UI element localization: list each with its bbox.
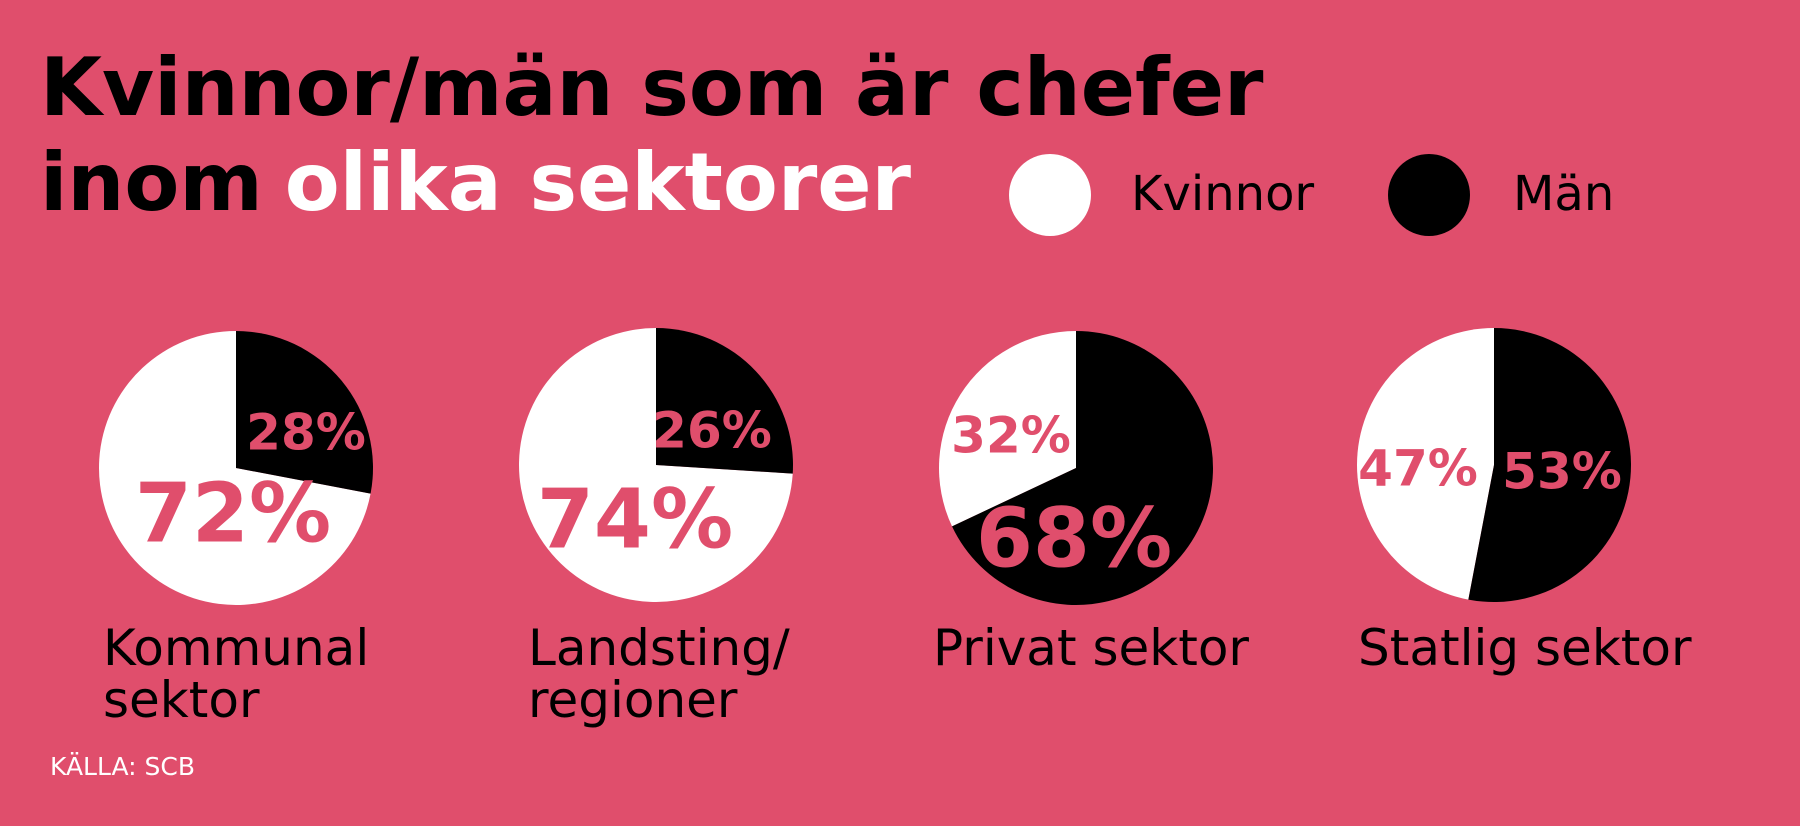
pie-slice [938, 331, 1076, 527]
value-label: 47% [1358, 440, 1478, 498]
pie-slice [1357, 328, 1494, 600]
sector-label: Landsting/ regioner [528, 619, 790, 729]
pie-slice [656, 328, 793, 474]
legend-swatch [1388, 154, 1470, 236]
title-part: inom [40, 136, 263, 229]
value-label: 32% [951, 407, 1071, 465]
source: KÄLLA: SCB [50, 752, 195, 781]
sector-label: Privat sektor [933, 619, 1249, 677]
pie-slice [952, 331, 1213, 605]
legend-label: Kvinnor [1131, 166, 1314, 222]
pie-slice [236, 331, 374, 494]
value-label: 28% [246, 404, 366, 462]
value-label: 72% [135, 466, 331, 561]
title-part: olika sektorer [285, 136, 912, 229]
title-line: inom olika sektorer [40, 136, 912, 229]
sector-label: Statlig sektor [1358, 619, 1692, 677]
sector-label: Kommunal sektor [103, 619, 370, 729]
value-label: 74% [537, 472, 733, 567]
value-label: 68% [976, 491, 1172, 586]
legend-label: Män [1513, 166, 1614, 222]
pie-slice [519, 328, 793, 602]
title-line: Kvinnor/män som är chefer [40, 41, 1264, 134]
value-label: 26% [652, 402, 772, 460]
pie-slice [1468, 328, 1632, 602]
legend-swatch [1009, 154, 1091, 236]
value-label: 53% [1502, 443, 1622, 501]
pie-slice [98, 331, 371, 605]
